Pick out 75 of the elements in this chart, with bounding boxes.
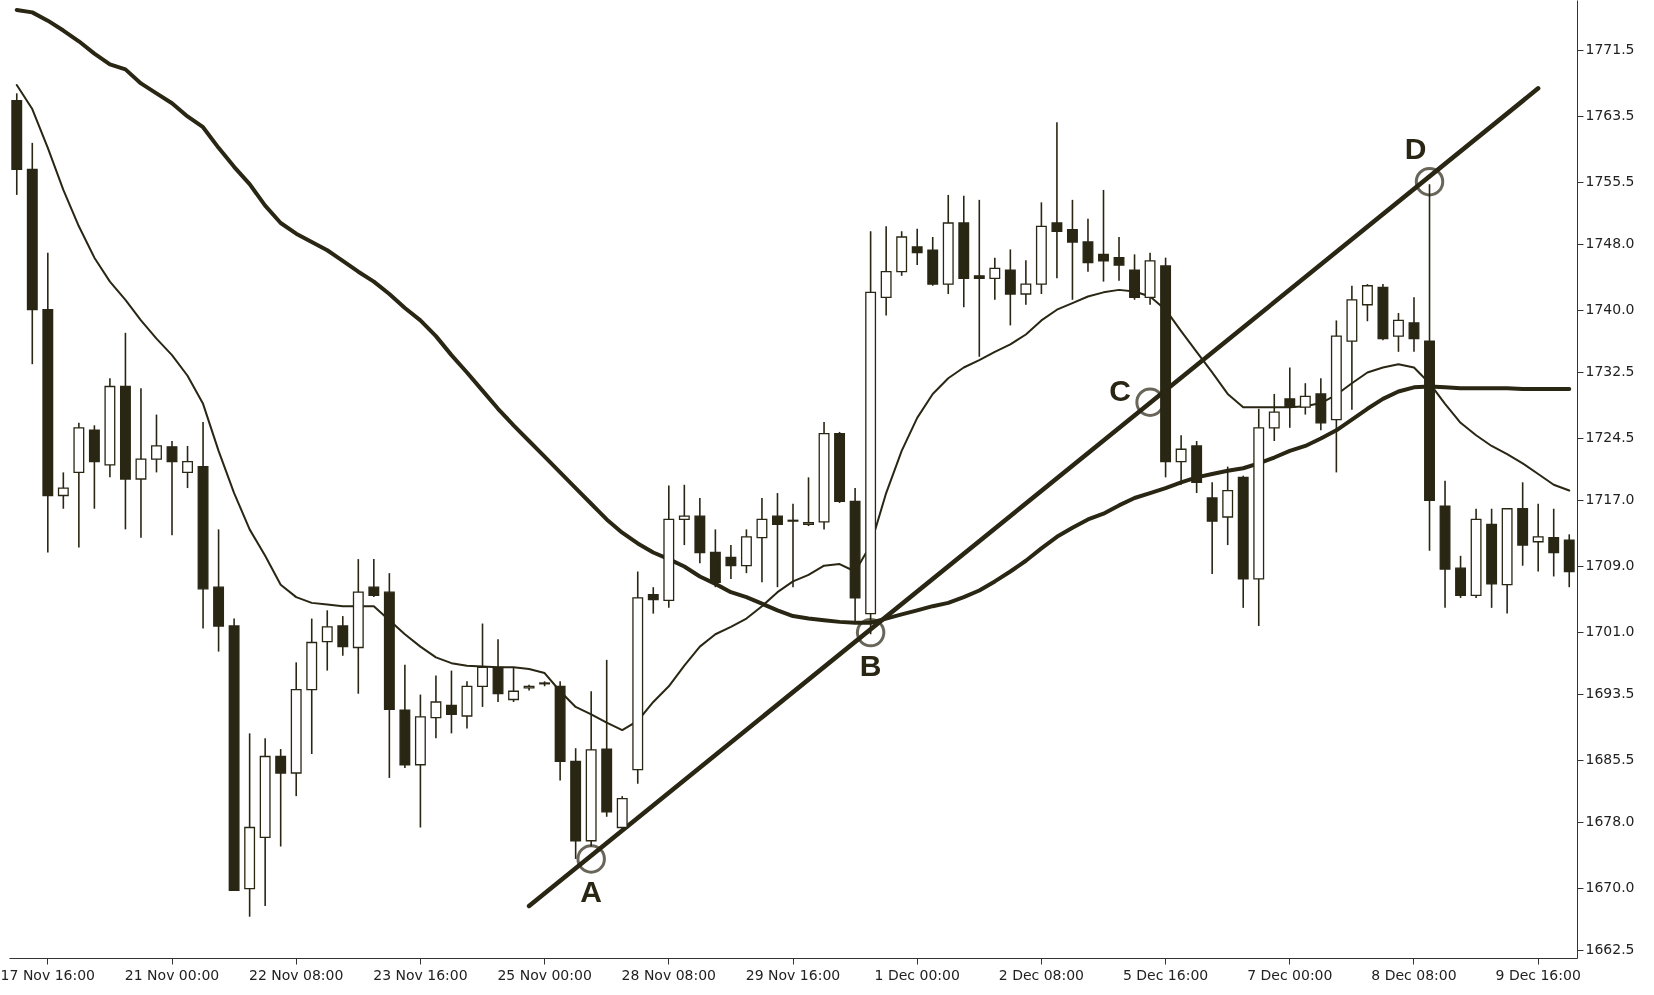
y-tick-label: 1740.0 (1585, 301, 1635, 318)
candlestick (1268, 393, 1280, 442)
candlestick (678, 483, 690, 546)
candlestick (1361, 283, 1373, 323)
x-tick-label: 17 Nov 16:00 (0, 966, 96, 983)
x-tick-label: 2 Dec 08:00 (998, 966, 1085, 983)
candlestick (321, 609, 333, 672)
x-tick-label: 1 Dec 00:00 (874, 966, 960, 983)
point (576, 844, 606, 874)
x-tick-label: 7 Dec 00:00 (1247, 966, 1333, 983)
candlestick (1284, 366, 1296, 429)
candlestick (1020, 259, 1032, 306)
candlestick (647, 586, 659, 615)
y-tick-label: 1771.5 (1585, 41, 1635, 58)
candlestick (911, 227, 923, 266)
y-tick-label: 1670.0 (1585, 879, 1635, 896)
candlestick (1393, 312, 1404, 353)
y-tick-label: 1709.0 (1585, 557, 1635, 574)
candlestick (803, 476, 814, 527)
x-tick-label: 28 Nov 08:00 (621, 966, 716, 983)
annotation: D (1404, 131, 1427, 165)
candlestick (787, 502, 799, 588)
candlestick (57, 471, 69, 510)
candlestick (337, 615, 349, 657)
candlestick (725, 544, 737, 580)
y-tick-label: 1662.5 (1585, 941, 1635, 958)
x-tick-label: 25 Nov 00:00 (497, 966, 592, 983)
candlestick (772, 492, 783, 588)
candlestick (1004, 248, 1016, 327)
x-tick-label: 29 Nov 16:00 (745, 966, 841, 983)
candlestick (151, 413, 162, 474)
y-tick-label: 1685.5 (1585, 751, 1635, 768)
candlestick (368, 558, 380, 598)
candlestick (430, 674, 442, 740)
candlestick (135, 387, 147, 539)
candlestick (508, 666, 520, 703)
y-tick-label: 1724.5 (1585, 429, 1635, 446)
x-tick-label: 23 Nov 16:00 (373, 966, 468, 983)
candlestick (275, 748, 287, 848)
candlestick (1098, 189, 1109, 283)
x-tick-label: 9 Dec 16:00 (1495, 966, 1581, 983)
annotation: A (580, 874, 603, 908)
point (855, 617, 886, 648)
y-tick-label: 1732.5 (1585, 363, 1635, 380)
annotation: B (859, 648, 882, 682)
point (1414, 166, 1445, 197)
candlestick (1408, 296, 1420, 353)
candlestick (973, 199, 985, 358)
candlestick (1548, 507, 1560, 578)
y-tick-label: 1763.5 (1585, 107, 1635, 124)
candlestick (182, 445, 193, 489)
candlestick (477, 622, 488, 708)
y-tick-label: 1748.0 (1585, 235, 1635, 252)
y-tick-label: 1717.0 (1585, 491, 1635, 508)
candlestick (1532, 502, 1544, 573)
candlestick (1299, 382, 1311, 416)
candlestick (1113, 236, 1125, 282)
candlestick (989, 256, 1001, 301)
x-tick-label: 5 Dec 16:00 (1122, 966, 1209, 983)
x-tick-label: 22 Nov 08:00 (249, 966, 344, 983)
candlestick (756, 497, 768, 584)
y-tick-label: 1755.5 (1585, 173, 1635, 190)
y-tick-label: 1678.0 (1585, 813, 1635, 830)
candlestick (1206, 481, 1218, 575)
y-tick-label: 1693.5 (1585, 685, 1635, 702)
candlestick (445, 669, 457, 735)
candlestick (166, 440, 178, 536)
candlestick (1066, 199, 1078, 301)
candlestick (1175, 434, 1187, 486)
candlestick (1051, 121, 1063, 280)
x-tick-label: 8 Dec 08:00 (1371, 966, 1457, 983)
annotation: C (1109, 374, 1131, 408)
candlestick (1082, 218, 1094, 273)
x-tick-label: 21 Nov 00:00 (124, 966, 220, 983)
y-tick-label: 1701.0 (1585, 623, 1635, 640)
